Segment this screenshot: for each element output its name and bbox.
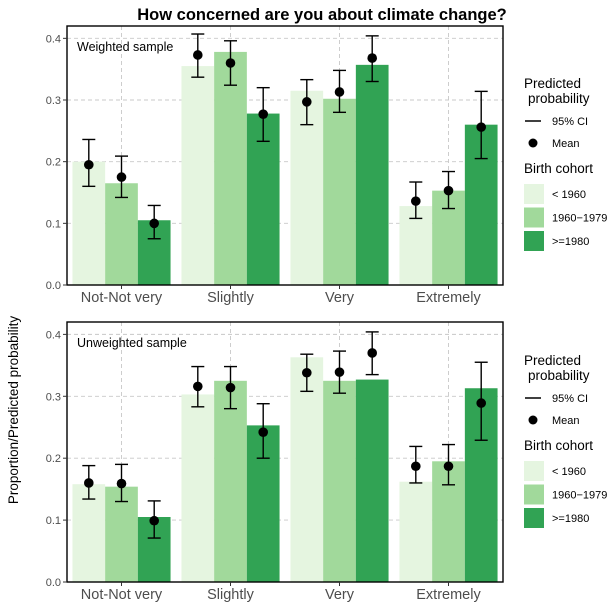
mean-point [443, 461, 454, 472]
panel-2: 0.0 0.1 0.2 0.3 0.4 Not-Not very Slightly Very E… [46, 321, 504, 603]
bar [181, 394, 215, 582]
x-tick-label: Slightly [207, 587, 254, 603]
x-tick-label: Extremely [416, 587, 481, 603]
legend-cohort-title: Birth cohort [524, 438, 593, 453]
x-tick-label: Not-Not very [81, 290, 163, 306]
legend-title-probability: probability [528, 368, 590, 383]
bar [214, 51, 247, 286]
y-tick-label: 0.2 [46, 157, 61, 169]
y-tick-label: 0.3 [46, 391, 61, 403]
bar [399, 206, 433, 285]
panel-border [66, 25, 504, 286]
x-tick-label: Slightly [207, 290, 254, 306]
mean-point [258, 427, 269, 437]
mean-point [84, 478, 94, 488]
mean-point [258, 109, 269, 119]
legend-title-probability: probability [528, 91, 590, 106]
bar [355, 379, 389, 582]
mean-point [193, 381, 203, 392]
chart-title: How concerned are you about climate chan… [137, 6, 507, 24]
y-tick-label: 0.0 [46, 577, 61, 589]
mean-point [116, 478, 127, 489]
mean-point [367, 53, 378, 63]
mean-point [84, 159, 94, 170]
legend-cohort-swatch [524, 461, 544, 481]
x-tick-label: Extremely [416, 290, 481, 306]
y-tick-label: 0.1 [46, 515, 61, 527]
x-tick-label: Not-Not very [81, 587, 163, 603]
legend-ci-label: 95% CI [552, 393, 588, 405]
y-axis-label: Proportion/Predicted probability [6, 316, 21, 505]
legend-cohort-label: < 1960 [552, 466, 586, 478]
legend-cohort-swatch [524, 508, 544, 528]
mean-point [367, 348, 378, 358]
legend-cohort-label: >=1980 [552, 513, 589, 525]
legend-ci-label: 95% CI [552, 116, 588, 128]
mean-point [443, 185, 454, 196]
chart-panels: 0.0 0.1 0.2 0.3 0.4 Not-Not very Slightly Very E… [46, 25, 504, 603]
y-tick-label: 0.0 [46, 280, 61, 292]
panel-label: Unweighted sample [77, 336, 187, 350]
mean-point [302, 97, 312, 107]
panel-border [66, 321, 504, 583]
mean-point [116, 172, 127, 182]
x-tick-label: Very [325, 587, 355, 603]
bar [246, 113, 280, 285]
legend-cohort-label: >=1980 [552, 236, 589, 248]
legend-cohort-label: 1960−1979 [552, 213, 607, 225]
legend-title-predicted: Predicted [524, 353, 581, 368]
legend-title-predicted: Predicted [524, 76, 581, 91]
bar [355, 64, 389, 285]
x-tick-label: Very [325, 290, 355, 306]
y-tick-label: 0.3 [46, 95, 61, 107]
mean-point [302, 367, 312, 378]
mean-point [149, 218, 159, 229]
mean-point [411, 461, 421, 472]
panel-label: Weighted sample [77, 40, 173, 54]
legend-cohort-swatch [524, 184, 544, 204]
mean-point [476, 122, 487, 132]
bar [105, 183, 138, 285]
y-tick-label: 0.1 [46, 218, 61, 230]
panel-1: 0.0 0.1 0.2 0.3 0.4 Not-Not very Slightly Very E… [46, 25, 504, 306]
y-tick-label: 0.4 [46, 33, 61, 45]
y-tick-label: 0.4 [46, 329, 61, 341]
mean-point [334, 367, 345, 377]
bar [214, 380, 247, 582]
legend-cohort-swatch [524, 484, 544, 505]
legend-cohort-swatch [524, 207, 544, 228]
mean-point [193, 50, 203, 60]
mean-point [149, 515, 159, 526]
bar [105, 486, 138, 582]
mean-point [225, 382, 236, 393]
bar [290, 357, 324, 582]
bar [72, 484, 106, 582]
legend-cohort-label: < 1960 [552, 189, 586, 201]
mean-point [411, 196, 421, 206]
bar [181, 66, 215, 285]
legend-mean-symbol [528, 138, 538, 148]
bar [323, 98, 356, 286]
mean-point [476, 398, 487, 408]
legend-mean-label: Mean [552, 138, 580, 150]
legend-mean-symbol [528, 415, 538, 425]
legend-cohort-swatch [524, 231, 544, 251]
legend-cohort-label: 1960−1979 [552, 490, 607, 502]
legend-mean-label: Mean [552, 415, 580, 427]
mean-point [225, 58, 236, 68]
mean-point [334, 87, 345, 97]
bar [323, 380, 356, 582]
bar [399, 481, 433, 582]
legend-cohort-title: Birth cohort [524, 161, 593, 176]
y-tick-label: 0.2 [46, 453, 61, 465]
